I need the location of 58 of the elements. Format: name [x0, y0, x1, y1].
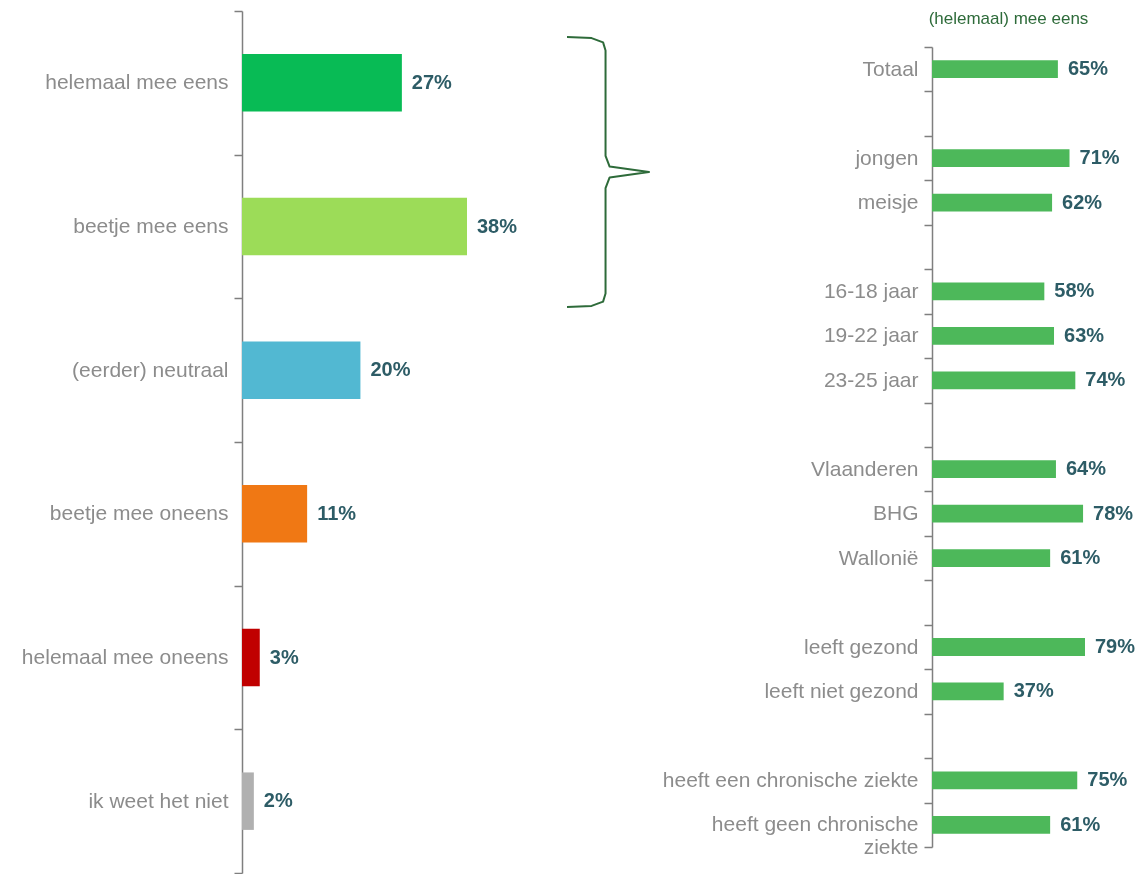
chart-title: (helemaal) mee eens — [928, 9, 1089, 28]
y-tick-label: meisje — [857, 190, 919, 214]
bar — [242, 772, 254, 830]
bar — [242, 485, 308, 543]
data-label: 64% — [1065, 457, 1107, 480]
bar — [932, 815, 1051, 834]
data-label: 61% — [1060, 812, 1101, 835]
y-tick-label: beetje mee eens — [73, 214, 229, 237]
data-label: 63% — [1064, 323, 1105, 346]
data-label: 38% — [477, 214, 518, 237]
data-label: 2% — [263, 789, 293, 812]
y-tick-label: heeft een chronische ziekte — [662, 767, 919, 791]
data-label: 61% — [1060, 546, 1101, 569]
data-label: 75% — [1087, 768, 1128, 791]
y-tick-label: helemaal mee eens — [45, 70, 229, 94]
bar — [932, 504, 1084, 523]
data-label: 27% — [411, 70, 453, 93]
y-tick-label: jongen — [854, 145, 919, 169]
bar — [932, 460, 1056, 479]
data-label: 74% — [1085, 368, 1126, 391]
bar — [242, 197, 467, 256]
bar — [932, 682, 1004, 701]
y-tick-label: leeft gezond — [804, 634, 919, 658]
y-tick-label: helemaal mee oneens — [21, 645, 229, 668]
y-tick-label: 23-25 jaar — [823, 367, 919, 391]
bar — [932, 193, 1053, 212]
y-tick-label: 16-18 jaar — [823, 278, 919, 302]
data-label: 71% — [1079, 146, 1120, 169]
y-tick-label: BHG — [872, 501, 919, 525]
data-label: 3% — [269, 645, 299, 668]
y-tick-label: 19-22 jaar — [823, 323, 919, 347]
bar — [242, 54, 402, 112]
bar — [242, 628, 260, 687]
y-tick-label: leeft niet gezond — [764, 678, 919, 702]
data-label: 65% — [1067, 57, 1109, 80]
y-tick-label: Wallonië — [838, 545, 919, 569]
y-tick-label: beetje mee oneens — [49, 501, 229, 525]
y-tick-label: Vlaanderen — [811, 456, 919, 480]
bar — [932, 638, 1085, 656]
data-label: 62% — [1062, 190, 1103, 213]
data-label: 11% — [317, 501, 357, 524]
y-tick-label: heeft geen chronische ziekte — [711, 812, 919, 859]
bar — [932, 149, 1070, 167]
bar — [932, 282, 1045, 301]
bar — [932, 60, 1058, 79]
bar — [932, 371, 1076, 390]
y-tick-label: (eerder) neutraal — [72, 357, 229, 381]
data-label: 20% — [370, 358, 411, 381]
bar — [932, 771, 1078, 790]
bar — [242, 341, 361, 399]
data-label: 78% — [1093, 501, 1134, 524]
data-label: 37% — [1013, 679, 1054, 702]
bar — [932, 549, 1051, 567]
bar — [932, 327, 1055, 345]
y-tick-label: ik weet het niet — [88, 788, 229, 812]
y-tick-label: Totaal — [862, 56, 919, 80]
data-label: 79% — [1095, 635, 1136, 657]
data-label: 58% — [1054, 279, 1095, 302]
